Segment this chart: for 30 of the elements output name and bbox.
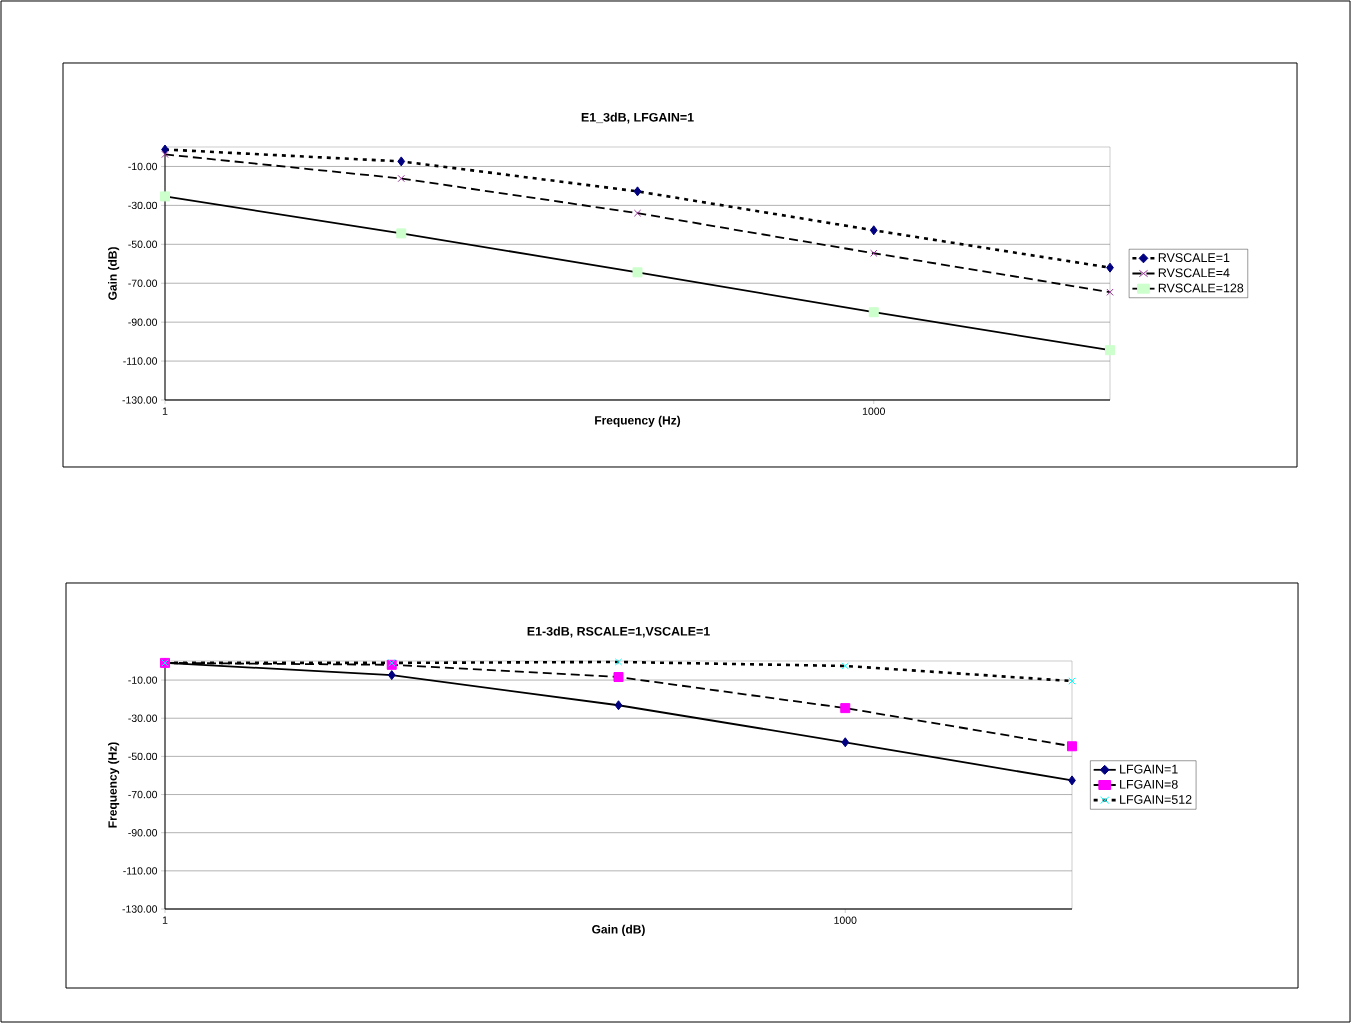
y-tick-label: -70.00 [128, 279, 158, 287]
y-tick-label: -110.00 [123, 867, 158, 875]
legend-label: RVSCALE=1 [1158, 253, 1230, 263]
y-tick-label: -10.00 [128, 676, 158, 684]
legend-label: RVSCALE=4 [1158, 268, 1230, 278]
legend-label: LFGAIN=1 [1120, 764, 1178, 774]
y-tick-label: -30.00 [128, 201, 158, 210]
x-tick-label: 1 [162, 407, 168, 415]
y-tick-label: -130.00 [122, 396, 158, 404]
x-tick-label: 1000 [834, 916, 857, 924]
x-axis-title: Frequency (Hz) [595, 415, 681, 427]
x-axis-title: Gain (dB) [592, 924, 645, 936]
y-tick-label: -110.00 [123, 357, 158, 365]
y-tick-label: -50.00 [128, 752, 158, 761]
legend-label: RVSCALE=128 [1158, 283, 1244, 293]
y-tick-label: -90.00 [128, 318, 158, 326]
y-axis-title: Frequency (Hz) [108, 742, 120, 828]
y-tick-label: -70.00 [128, 790, 158, 799]
chart-title: E1-3dB, RSCALE=1,VSCALE=1 [527, 626, 710, 638]
x-tick-label: 1000 [862, 407, 885, 415]
y-tick-label: -10.00 [128, 162, 158, 171]
legend-label: LFGAIN=8 [1120, 779, 1178, 789]
y-axis-title: Gain (dB) [108, 247, 120, 300]
y-tick-label: -30.00 [128, 714, 158, 722]
chart-title: E1_3dB, LFGAIN=1 [581, 112, 694, 124]
y-tick-label: -130.00 [122, 905, 158, 913]
y-tick-label: -50.00 [128, 240, 158, 249]
legend-label: LFGAIN=512 [1120, 795, 1192, 804]
x-tick-label: 1 [162, 916, 168, 924]
y-tick-label: -90.00 [128, 829, 158, 837]
